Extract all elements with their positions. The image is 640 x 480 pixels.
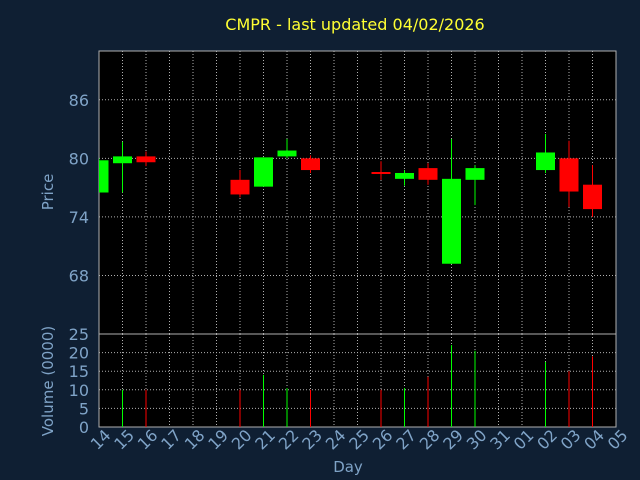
candle-body bbox=[583, 184, 602, 210]
volume-tick-label: 5 bbox=[79, 399, 89, 418]
volume-axis-label: Volume (0000) bbox=[39, 326, 57, 436]
candle-body bbox=[254, 157, 273, 187]
candle-body bbox=[136, 156, 156, 163]
candle-body bbox=[277, 150, 297, 157]
candles bbox=[99, 133, 602, 264]
price-tick-label: 68 bbox=[69, 266, 89, 285]
candle-body bbox=[99, 160, 109, 193]
volume-tick-label: 20 bbox=[69, 344, 89, 363]
candle-body bbox=[113, 156, 132, 164]
volume-plot-area bbox=[99, 334, 616, 427]
candle-body bbox=[559, 158, 579, 192]
volume-tick-label: 10 bbox=[69, 381, 89, 400]
x-axis-label: Day bbox=[333, 458, 363, 476]
volume-tick-label: 0 bbox=[79, 418, 89, 437]
price-panel: 68 74 80 86 bbox=[69, 50, 617, 335]
volume-tick-label: 25 bbox=[69, 325, 89, 344]
price-tick-label: 74 bbox=[69, 208, 89, 227]
price-tick-label: 80 bbox=[69, 149, 89, 168]
candle-body bbox=[536, 152, 555, 171]
x-tick-label: 05 bbox=[604, 426, 632, 454]
candle-body bbox=[418, 168, 438, 180]
candle-body bbox=[465, 168, 485, 180]
candle-body bbox=[395, 172, 414, 179]
candle-body bbox=[371, 172, 391, 175]
candle-body bbox=[230, 179, 250, 195]
candle-body bbox=[301, 158, 320, 171]
volume-tick-label: 15 bbox=[69, 362, 89, 381]
price-axis-label: Price bbox=[39, 174, 57, 211]
candle-body bbox=[442, 178, 461, 264]
price-tick-label: 86 bbox=[69, 91, 89, 110]
chart-title: CMPR - last updated 04/02/2026 bbox=[225, 15, 484, 34]
volume-plot-border bbox=[98, 333, 617, 428]
